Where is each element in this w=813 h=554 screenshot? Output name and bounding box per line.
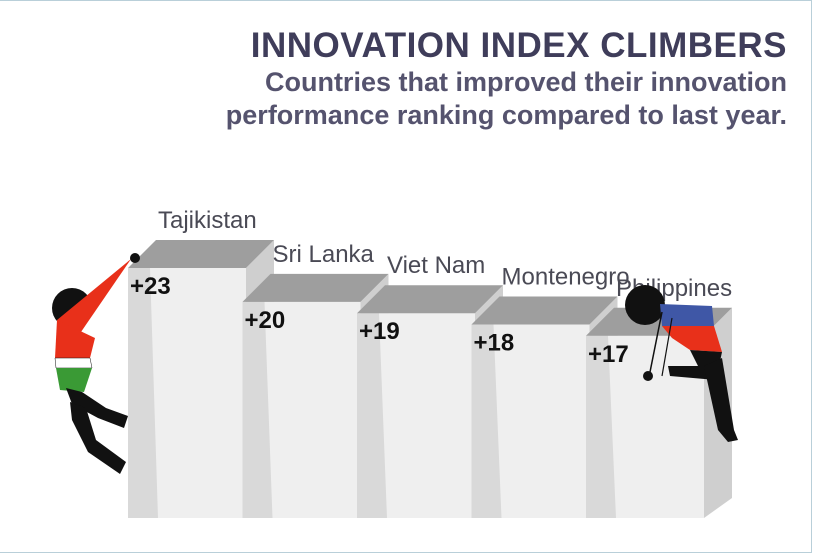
left-climber-torso-white [54, 357, 93, 369]
bar-front-light-3 [493, 324, 590, 518]
left-climber-torso-red [55, 320, 95, 358]
right-climber-head [625, 285, 665, 325]
bar-front-light-2 [379, 313, 475, 518]
value-label-0: +23 [130, 273, 171, 300]
bar-front-light-4 [608, 335, 704, 518]
right-climber-arm-line-2 [661, 317, 673, 377]
chart-title: INNOVATION INDEX CLIMBERS [250, 26, 787, 65]
left-climber-leg-lower [70, 402, 126, 474]
value-label-1: +20 [245, 307, 286, 334]
left-climber-hand [130, 253, 140, 263]
value-label-3: +18 [474, 330, 515, 357]
right-climber-hand [643, 371, 653, 381]
right-climber-torso-red [662, 326, 722, 352]
left-climber-arm-red [57, 259, 131, 348]
left-climber-leg-upper [66, 388, 128, 428]
right-climber-torso-blue [660, 304, 714, 326]
bar-2: Viet Nam +19 [357, 252, 503, 518]
country-label-2: Viet Nam [387, 252, 485, 279]
bar-top-3 [471, 296, 618, 325]
bar-front-light-0 [150, 268, 246, 518]
frame-top-border [0, 0, 812, 1]
bar-group: Tajikistan +23 Sri Lanka +20 Viet Nam +19 Mont… [128, 207, 732, 518]
country-label-3: Montenegro [502, 264, 630, 291]
bar-top-0 [128, 240, 274, 268]
chart-subtitle: Countries that improved their innovation… [225, 67, 787, 130]
right-climber-arm-line [649, 311, 663, 373]
value-label-4: +17 [588, 341, 629, 368]
value-label-2: +19 [359, 318, 400, 345]
country-label-1: Sri Lanka [273, 241, 375, 268]
left-climber-illustration [52, 253, 140, 474]
right-climber-leg-lower [704, 358, 738, 442]
bar-top-2 [357, 285, 503, 314]
left-climber-torso-green [56, 368, 92, 392]
country-label-0: Tajikistan [158, 207, 257, 234]
bar-top-1 [242, 273, 389, 302]
right-climber-illustration [625, 285, 738, 442]
bar-front-light-1 [264, 301, 361, 518]
